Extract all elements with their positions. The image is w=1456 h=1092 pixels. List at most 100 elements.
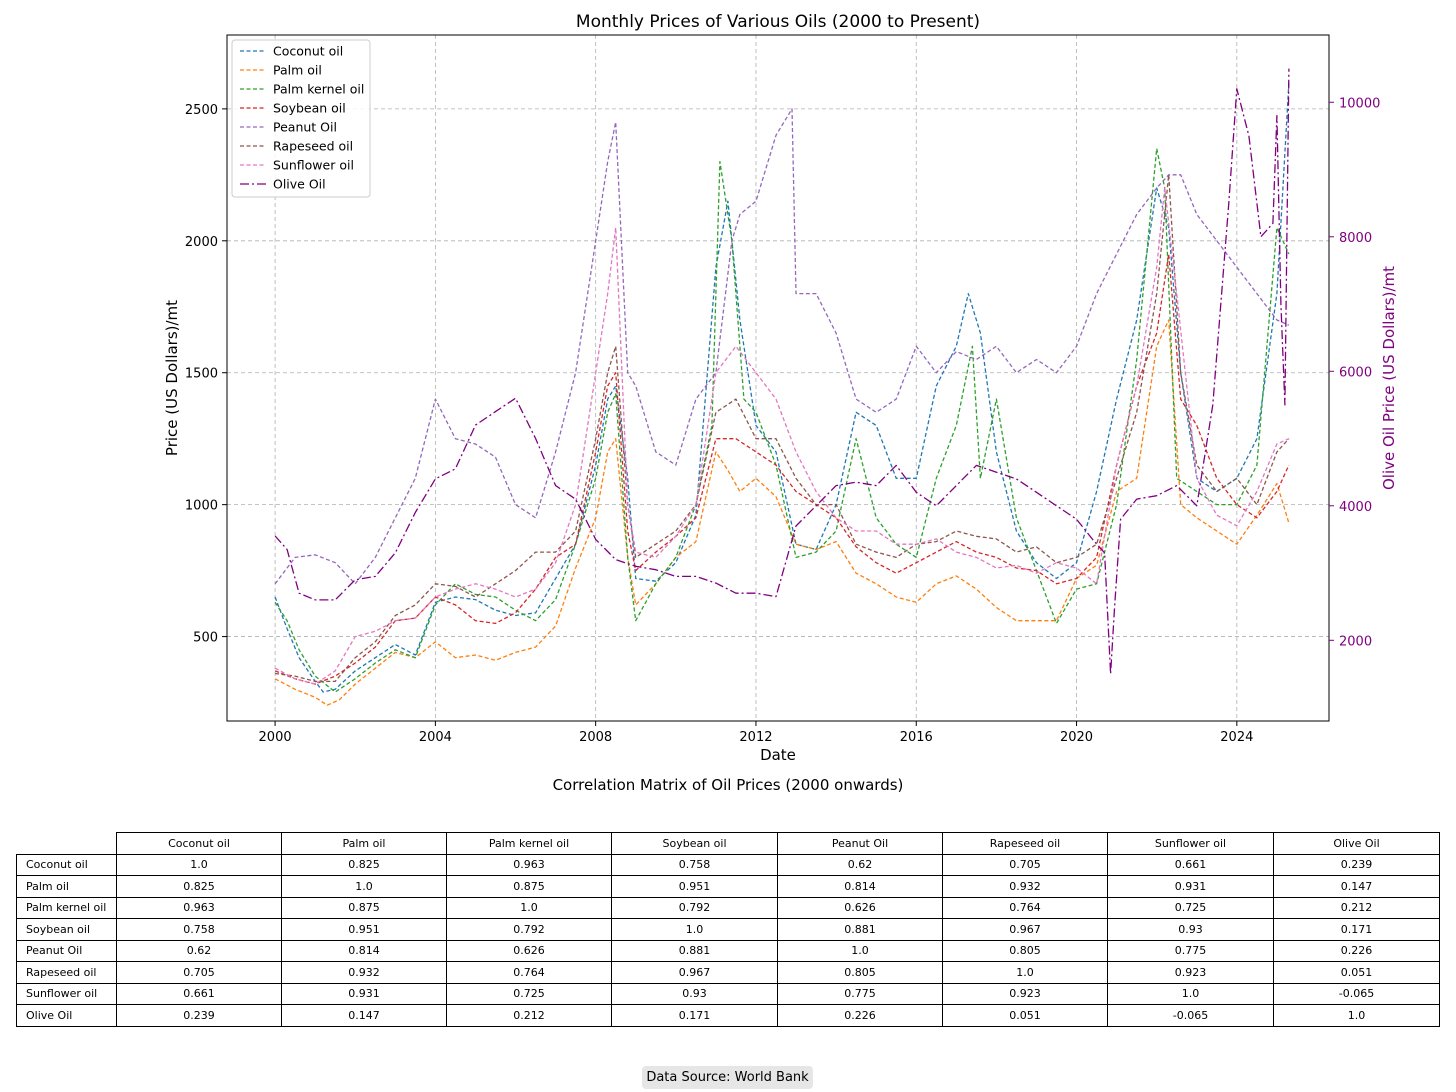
correlation-cell: 0.93 xyxy=(1107,918,1274,941)
correlation-cell: 0.626 xyxy=(446,939,612,962)
series-lines xyxy=(274,68,1290,706)
correlation-cell: 0.951 xyxy=(611,875,778,898)
legend-label-olive-oil: Olive Oil xyxy=(273,177,326,192)
series-line-peanut-oil xyxy=(274,108,1290,585)
row-header: Palm kernel oil xyxy=(16,896,117,919)
correlation-cell: 0.875 xyxy=(446,875,612,898)
x-tick-label: 2000 xyxy=(259,730,292,745)
y-tick-label: 1500 xyxy=(185,367,218,382)
y-tick-label: 1000 xyxy=(185,499,218,514)
correlation-cell: 0.931 xyxy=(281,982,447,1005)
correlation-cell: 0.764 xyxy=(446,961,612,984)
row-header: Palm oil xyxy=(16,875,117,898)
legend-label-peanut-oil: Peanut Oil xyxy=(273,120,337,135)
x-axis-ticks: 2000 2004 2008 2012 2016 2020 2024 xyxy=(259,721,1253,745)
correlation-cell: 0.626 xyxy=(777,896,943,919)
correlation-cell: 0.775 xyxy=(1107,939,1274,962)
oil-price-chart: Monthly Prices of Various Oils (2000 to … xyxy=(163,12,1398,764)
x-tick-label: 2008 xyxy=(579,730,612,745)
series-line-palm-oil xyxy=(274,319,1290,706)
y2-tick-label: 10000 xyxy=(1339,96,1380,111)
column-header: Coconut oil xyxy=(116,832,282,855)
correlation-row: Olive Oil 0.239 0.147 0.212 0.171 0.226 0.051-… xyxy=(16,1004,1440,1027)
correlation-cell: 0.792 xyxy=(611,896,778,919)
correlation-cell: 1.0 xyxy=(281,875,447,898)
correlation-cell: 0.051 xyxy=(1273,961,1440,984)
correlation-cell: 0.805 xyxy=(942,939,1108,962)
data-source-badge: Data Source: World Bank xyxy=(642,1066,813,1089)
x-tick-label: 2012 xyxy=(739,730,772,745)
correlation-cell: 0.171 xyxy=(1273,918,1440,941)
x-tick-label: 2004 xyxy=(419,730,452,745)
correlation-cell: 0.758 xyxy=(116,918,282,941)
correlation-cell: 0.239 xyxy=(116,1004,282,1027)
correlation-row: Coconut oil 1.0 0.825 0.963 0.758 0.62 0.705 0.… xyxy=(16,853,1440,876)
corner-cell xyxy=(16,832,117,855)
correlation-cell: 0.62 xyxy=(116,939,282,962)
correlation-cell: 0.239 xyxy=(1273,853,1440,876)
correlation-cell: 0.932 xyxy=(281,961,447,984)
row-header: Rapeseed oil xyxy=(16,961,117,984)
x-tick-label: 2024 xyxy=(1220,730,1253,745)
correlation-cell: 0.792 xyxy=(446,918,612,941)
column-header: Palm kernel oil xyxy=(446,832,612,855)
correlation-cell: 0.963 xyxy=(116,896,282,919)
series-line-coconut-oil xyxy=(274,82,1290,693)
correlation-cell: 0.661 xyxy=(116,982,282,1005)
y-tick-label: 2500 xyxy=(185,103,218,118)
row-header: Coconut oil xyxy=(16,853,117,876)
correlation-cell: 1.0 xyxy=(942,961,1108,984)
column-header: Palm oil xyxy=(281,832,447,855)
y-tick-label: 500 xyxy=(193,631,218,646)
plot-frame xyxy=(226,34,1330,722)
series-line-sunflower-oil xyxy=(274,187,1290,685)
correlation-cell: 0.825 xyxy=(116,875,282,898)
y2-axis-label: Olive Oil Price (US Dollars)/mt xyxy=(1380,266,1398,490)
legend-label-coconut-oil: Coconut oil xyxy=(273,44,343,59)
correlation-cell: 0.951 xyxy=(281,918,447,941)
y-axis-ticks: 500 1000 1500 2000 2500 xyxy=(185,103,227,646)
column-header: Soybean oil xyxy=(611,832,778,855)
y2-tick-label: 2000 xyxy=(1339,634,1372,649)
correlation-cell: 0.923 xyxy=(1107,961,1274,984)
correlation-cell: 0.62 xyxy=(777,853,943,876)
column-header: Peanut Oil xyxy=(777,832,943,855)
correlation-cell: 1.0 xyxy=(116,853,282,876)
y-tick-label: 2000 xyxy=(185,235,218,250)
series-line-rapeseed-oil xyxy=(275,174,1290,683)
correlation-cell: 0.814 xyxy=(777,875,943,898)
row-header: Olive Oil xyxy=(16,1004,117,1027)
correlation-header-row: Coconut oil Palm oil Palm kernel oil Soy… xyxy=(16,832,1440,855)
correlation-cell: 0.967 xyxy=(611,961,778,984)
correlation-cell: 0.881 xyxy=(611,939,778,962)
legend-label-rapeseed-oil: Rapeseed oil xyxy=(273,139,353,154)
column-header: Sunflower oil xyxy=(1107,832,1274,855)
y-axis-label: Price (US Dollars)/mt xyxy=(163,300,181,456)
correlation-cell: 1.0 xyxy=(1107,982,1274,1005)
grid-lines xyxy=(227,35,1329,721)
correlation-cell: 0.967 xyxy=(942,918,1108,941)
correlation-table: Coconut oil Palm oil Palm kernel oil Soy… xyxy=(16,832,1440,1027)
correlation-row: Rapeseed oil 0.705 0.932 0.764 0.967 0.805 1.0… xyxy=(16,961,1440,984)
correlation-cell: 0.932 xyxy=(942,875,1108,898)
x-axis-label: Date xyxy=(760,746,796,764)
correlation-cell: 0.725 xyxy=(446,982,612,1005)
correlation-cell: 1.0 xyxy=(611,918,778,941)
correlation-cell: 0.881 xyxy=(777,918,943,941)
correlation-cell: 0.212 xyxy=(1273,896,1440,919)
correlation-cell: 0.212 xyxy=(446,1004,612,1027)
correlation-title: Correlation Matrix of Oil Prices (2000 o… xyxy=(552,776,904,794)
correlation-cell: 0.931 xyxy=(1107,875,1274,898)
correlation-cell: 0.93 xyxy=(611,982,778,1005)
correlation-body: Coconut oil 1.0 0.825 0.963 0.758 0.62 0.705 0.… xyxy=(16,853,1440,1027)
correlation-cell: 0.725 xyxy=(1107,896,1274,919)
correlation-cell: 0.814 xyxy=(281,939,447,962)
correlation-cell: 0.758 xyxy=(611,853,778,876)
correlation-cell: 0.147 xyxy=(281,1004,447,1027)
correlation-cell: 0.875 xyxy=(281,896,447,919)
correlation-cell: -0.065 xyxy=(1107,1004,1274,1027)
correlation-cell: 0.661 xyxy=(1107,853,1274,876)
correlation-cell: 1.0 xyxy=(777,939,943,962)
correlation-cell: 0.705 xyxy=(116,961,282,984)
correlation-cell: 0.923 xyxy=(942,982,1108,1005)
